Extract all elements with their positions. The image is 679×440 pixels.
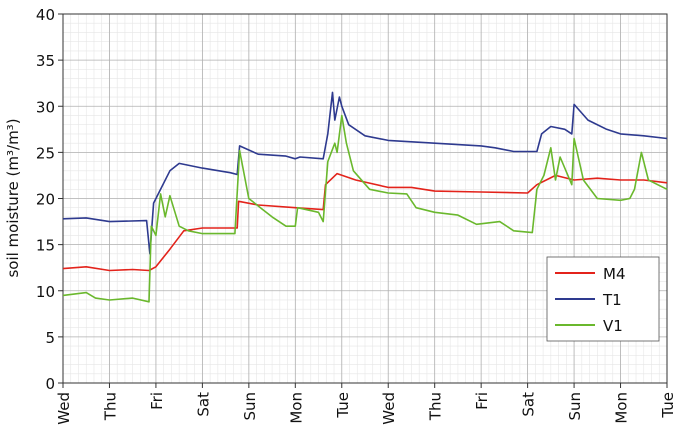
plot-frame [62,13,668,384]
x-tick-label: Thu [427,392,445,421]
x-tick-label: Thu [101,392,119,421]
x-tick-label: Mon [613,392,631,424]
y-tick-label: 20 [36,191,55,209]
x-tick-label: Sat [194,392,212,417]
y-tick-label: 5 [45,329,55,347]
y-tick-label: 25 [36,144,55,162]
legend-label: M4 [603,265,626,283]
x-tick-label: Tue [334,392,352,419]
legend-label: V1 [603,317,623,335]
x-tick-label: Mon [287,392,305,424]
x-tick-label: Wed [55,392,73,425]
y-tick-label: 35 [36,52,55,70]
x-tick-label: Sat [520,392,538,417]
y-tick-label: 30 [36,98,55,116]
x-tick-label: Fri [148,392,166,410]
legend-label: T1 [602,291,622,309]
y-tick-label: 15 [36,237,55,255]
y-tick-label: 0 [45,375,55,393]
x-tick-label: Sun [566,392,584,421]
x-tick-label: Fri [473,392,491,410]
x-tick-label: Wed [380,392,398,425]
y-axis-label: soil moisture (m³/m³) [4,118,22,277]
x-tick-label: Sun [241,392,259,421]
series-line [62,114,668,303]
x-tick-label: Tue [659,392,677,419]
y-tick-label: 40 [36,6,55,24]
y-tick-label: 10 [36,283,55,301]
series-line [62,91,668,255]
